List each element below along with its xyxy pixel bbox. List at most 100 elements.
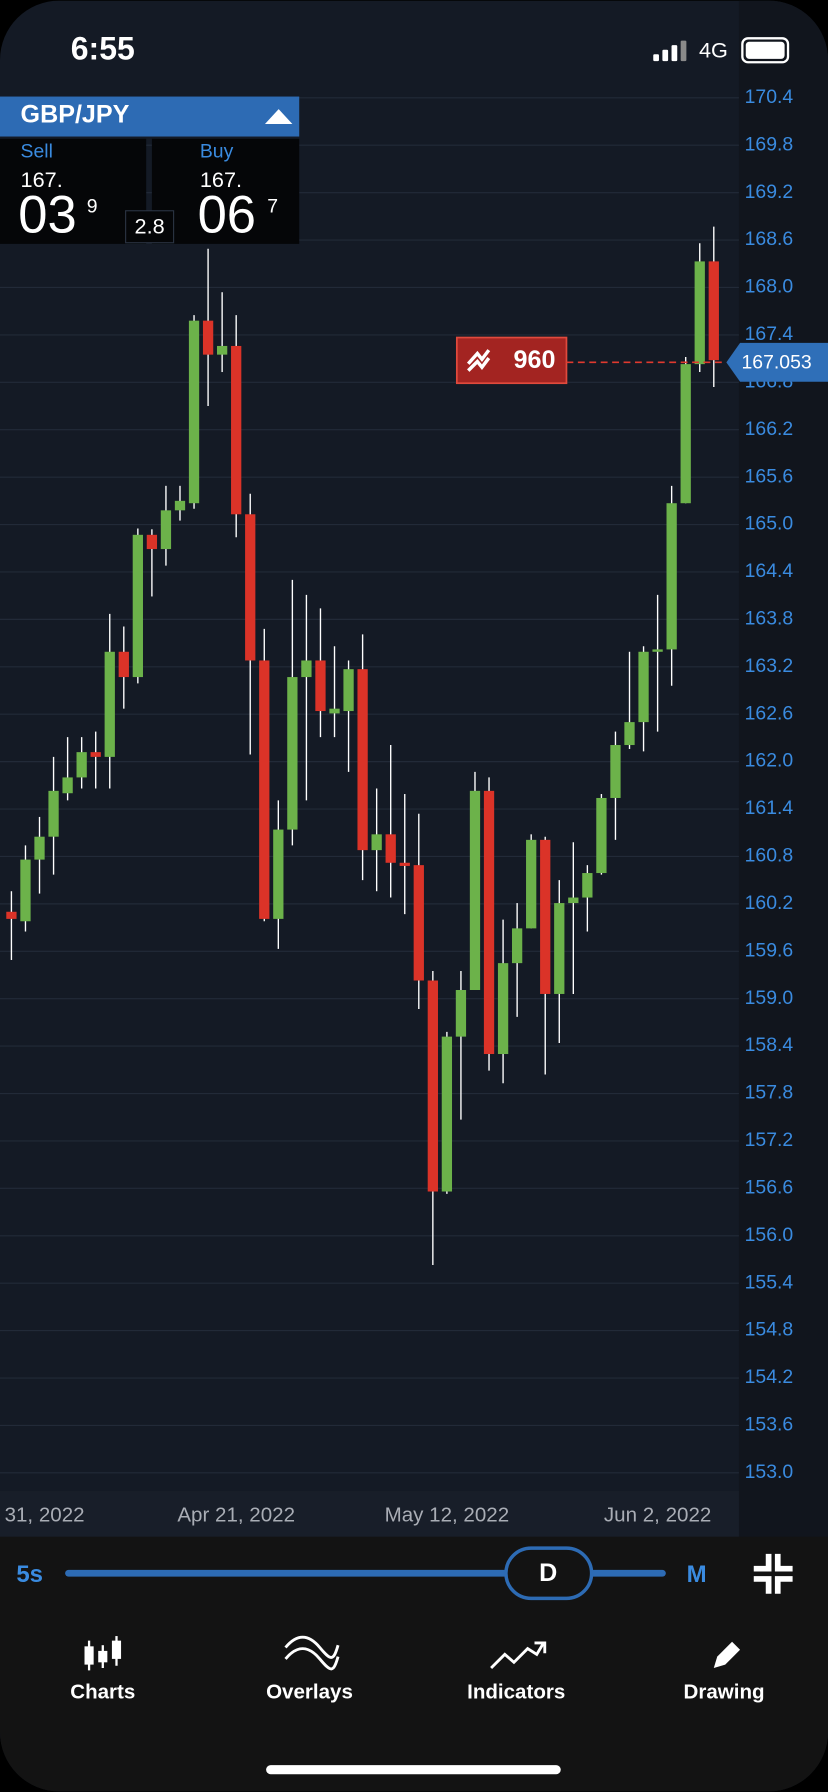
charts-icon [84, 1636, 122, 1671]
candle-body [469, 790, 481, 991]
y-tick-label: 165.6 [745, 465, 794, 487]
candle-body [118, 651, 129, 678]
y-tick-label: 168.6 [745, 228, 794, 250]
x-tick-label: Apr 21, 2022 [177, 1504, 295, 1527]
y-tick-label: 156.6 [745, 1176, 794, 1198]
candle-body [582, 873, 593, 898]
order-badge[interactable]: 960 [455, 336, 568, 385]
candle-body [610, 745, 621, 798]
timeframe-max[interactable]: M [687, 1561, 707, 1588]
y-tick-label: 169.2 [745, 181, 794, 203]
timeframe-min[interactable]: 5s [16, 1561, 43, 1588]
candle-body [76, 752, 87, 778]
toolbar-drawing[interactable]: Drawing [684, 1641, 765, 1704]
pair-label: GBP/JPY [21, 101, 130, 129]
candle-body [34, 836, 45, 860]
candle-body [202, 320, 214, 355]
status-time: 6:55 [71, 30, 135, 66]
candle-body [455, 990, 467, 1037]
deal-ticket[interactable]: GBP/JPY Sell 167. 03 9 Buy 167. 06 7 2.8 [0, 96, 300, 245]
y-tick-label: 155.4 [745, 1271, 794, 1293]
candle-body [357, 669, 368, 851]
exit-fullscreen-icon[interactable] [753, 1553, 793, 1594]
candle-body [694, 261, 705, 365]
candle-body [6, 911, 17, 919]
buy-fraction: 7 [267, 195, 278, 217]
x-tick-label: 31, 2022 [5, 1504, 85, 1527]
candle-body [666, 503, 677, 650]
y-tick-label: 162.6 [745, 702, 794, 724]
candle-body [48, 790, 59, 837]
candle-body [371, 834, 382, 851]
last-price-label: 167.053 [742, 352, 812, 374]
candle-body [568, 897, 579, 904]
signal-icon [653, 40, 687, 62]
candle-body [146, 534, 158, 550]
x-tick-label: May 12, 2022 [385, 1504, 510, 1527]
candle-body [245, 514, 256, 661]
candle-body [20, 859, 31, 922]
toolbar-overlays[interactable]: Overlays [266, 1635, 353, 1704]
timeframe-selected: D [539, 1559, 557, 1587]
candle-body [216, 345, 228, 355]
y-tick-label: 166.2 [745, 418, 794, 440]
timeframe-thumb[interactable] [504, 1546, 594, 1601]
toolbar-indicators[interactable]: Indicators [467, 1641, 565, 1704]
candle-body [287, 677, 298, 830]
candle-body [511, 928, 523, 964]
order-icon [466, 349, 491, 372]
sell-box[interactable] [0, 138, 147, 244]
y-tick-label: 160.8 [745, 845, 794, 867]
candle-body [427, 980, 438, 1192]
candle-body [652, 649, 663, 652]
toolbar-charts[interactable]: Charts [70, 1636, 135, 1704]
ticket-header[interactable] [0, 96, 300, 137]
buy-label: Buy [200, 141, 234, 163]
bottom-panel [0, 1536, 828, 1792]
y-tick-label: 161.4 [745, 797, 794, 819]
y-tick-label: 163.8 [745, 608, 794, 630]
x-tick-label: Jun 2, 2022 [604, 1504, 711, 1527]
drawing-icon [713, 1641, 741, 1669]
candle-body [596, 797, 607, 874]
sell-big-figure: 167. [21, 167, 63, 192]
price-tag-layer: 167.053 [566, 342, 828, 382]
y-tick-label: 154.2 [745, 1366, 794, 1388]
candle-body [90, 752, 101, 757]
buy-big-figure: 167. [200, 167, 242, 192]
candle-body [273, 829, 284, 919]
y-tick-label: 158.4 [745, 1034, 794, 1056]
collapse-arrow[interactable] [264, 109, 293, 124]
y-tick-label: 163.2 [745, 655, 794, 677]
y-tick-label: 167.4 [745, 323, 794, 345]
y-tick-label: 153.0 [745, 1461, 794, 1483]
toolbar-label: Indicators [467, 1681, 565, 1704]
candle-body [259, 660, 270, 919]
candle-body [399, 862, 410, 866]
candle-body [174, 500, 186, 511]
indicators-icon [490, 1641, 547, 1670]
y-tick-label: 169.8 [745, 133, 794, 155]
y-tick-label: 164.4 [745, 560, 794, 582]
order-quantity: 960 [514, 346, 556, 374]
candles [6, 226, 719, 1266]
buy-box[interactable] [151, 138, 300, 244]
y-tick-label: 154.8 [745, 1319, 794, 1341]
candle-body [343, 669, 354, 712]
sell-pips: 03 [18, 186, 76, 245]
date-axis-panel [0, 1491, 739, 1537]
y-tick-label: 162.0 [745, 750, 794, 772]
sell-fraction: 9 [87, 195, 98, 217]
candle-body [385, 834, 396, 863]
candle-body [301, 660, 312, 678]
candle-body [315, 660, 326, 712]
candle-body [104, 651, 115, 757]
axis-layer: 170.4169.8169.2168.6168.0167.4166.8166.2… [5, 86, 794, 1527]
toolbar-label: Drawing [684, 1681, 765, 1704]
y-tick-label: 160.2 [745, 892, 794, 914]
buy-pips: 06 [198, 186, 256, 245]
candle-body [680, 364, 691, 504]
candle-body [132, 534, 143, 678]
y-tick-label: 159.6 [745, 939, 794, 961]
